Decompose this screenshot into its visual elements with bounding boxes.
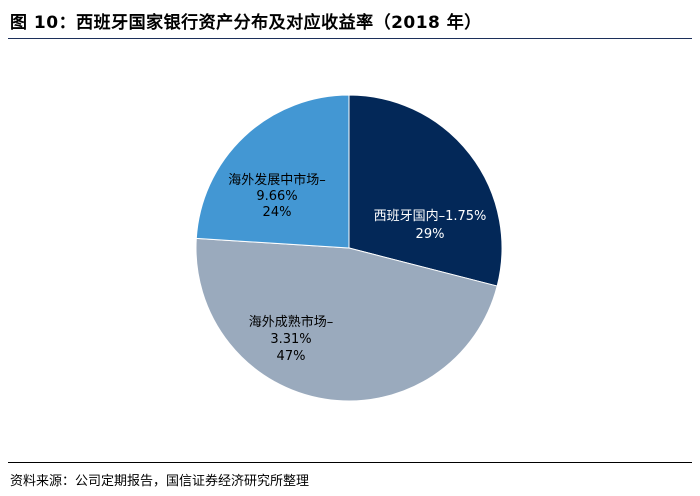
source-divider xyxy=(8,462,692,463)
slice-label: 西班牙国内–1.75% xyxy=(374,208,487,224)
slice-label: 9.66% xyxy=(256,189,297,204)
pie-slice xyxy=(195,237,498,402)
pie-slice xyxy=(195,94,350,249)
slice-label: 3.31% xyxy=(270,332,311,347)
source-note: 资料来源：公司定期报告，国信证券经济研究所整理 xyxy=(10,474,310,489)
pie-slice xyxy=(348,94,503,287)
slice-label: 海外发展中市场– xyxy=(228,172,326,188)
slice-label: 29% xyxy=(416,227,445,242)
slice-label: 47% xyxy=(277,349,306,364)
slice-label: 24% xyxy=(263,205,292,220)
title-divider xyxy=(8,38,692,39)
figure-title: 图 10：西班牙国家银行资产分布及对应收益率（2018 年） xyxy=(10,13,482,33)
slice-label: 海外成熟市场– xyxy=(249,314,334,330)
